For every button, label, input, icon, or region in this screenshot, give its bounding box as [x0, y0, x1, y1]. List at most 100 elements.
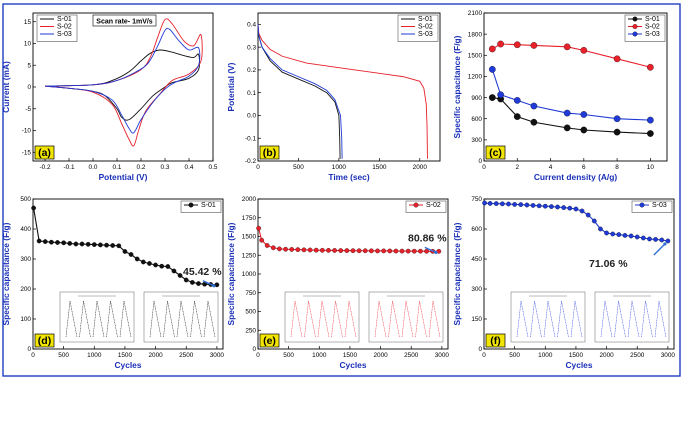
data-point-S-03: [653, 237, 658, 242]
y-tick-label: 0.2: [247, 67, 256, 74]
gcd-inset-e: [368, 291, 444, 343]
x-tick-label: 2500: [404, 352, 419, 359]
data-point-S-03: [512, 202, 517, 207]
y-tick-label: -15: [22, 149, 32, 156]
series-line-S-01: [44, 49, 200, 121]
x-tick-label: 0: [256, 164, 260, 171]
legend-label: S-02: [426, 202, 441, 209]
data-point-S-01: [36, 238, 42, 244]
data-point-S-01: [488, 94, 496, 101]
data-point-S-03: [549, 204, 554, 209]
x-tick-label: 1500: [118, 352, 133, 359]
y-tick-label: -0.2: [245, 158, 256, 165]
data-point-S-01: [140, 259, 146, 265]
data-point-S-01: [177, 273, 183, 278]
legend-label: S-01: [201, 202, 216, 209]
x-tick-label: 2500: [630, 352, 645, 359]
x-tick-label: 3000: [210, 352, 225, 359]
data-point-S-01: [85, 241, 91, 247]
data-point-S-02: [393, 248, 399, 254]
data-point-S-01: [159, 263, 165, 269]
data-point-S-03: [561, 205, 567, 210]
y-tick-label: -10: [22, 128, 32, 135]
y-tick-label: 0.4: [247, 22, 256, 29]
retention-label: 45.42 %: [183, 266, 222, 278]
x-tick-label: 0: [482, 164, 486, 171]
y-tick-label: 500: [20, 196, 31, 203]
data-point-S-02: [411, 248, 417, 254]
data-point-S-02: [350, 248, 356, 254]
data-point-S-03: [493, 201, 499, 206]
x-tick-label: 3000: [661, 352, 676, 359]
gcd-inset-d: [59, 291, 135, 343]
y-tick-label: 2100: [468, 10, 483, 17]
data-point-S-02: [344, 248, 350, 253]
gcd-inset-e: [284, 291, 360, 343]
data-point-S-01: [147, 261, 152, 266]
data-point-S-01: [104, 242, 109, 248]
legend-e: [405, 200, 447, 213]
x-axis-label: Cycles: [339, 360, 366, 370]
data-point-S-02: [513, 41, 521, 49]
panel-label-box-a: [34, 145, 55, 160]
data-point-S-01: [116, 243, 122, 249]
data-point-S-03: [542, 203, 548, 209]
data-point-S-02: [613, 55, 621, 63]
gcd-inset-f: [594, 291, 670, 343]
data-point-S-02: [381, 248, 386, 254]
legend-label: S-02: [645, 24, 660, 31]
data-point-S-02: [497, 40, 504, 48]
retention-arrow-head: [434, 250, 438, 254]
y-tick-label: 750: [471, 196, 482, 203]
data-point-S-03: [610, 231, 616, 237]
x-tick-label: 2: [515, 164, 519, 171]
x-tick-label: 6: [582, 164, 586, 171]
x-tick-label: 0.4: [185, 164, 194, 171]
data-point-S-02: [301, 247, 307, 253]
data-point-S-01: [110, 243, 116, 248]
data-point-S-03: [616, 232, 622, 237]
data-point-S-02: [307, 247, 313, 253]
retention-arrow: [424, 246, 437, 253]
data-point-S-02: [399, 248, 405, 254]
retention-arrow-head: [663, 242, 667, 246]
y-tick-label: 1800: [468, 31, 483, 38]
data-point-S-02: [375, 248, 380, 254]
gcd-inset-d: [143, 291, 219, 343]
data-point-S-03: [506, 201, 511, 207]
data-point-S-02: [387, 248, 393, 254]
retention-label: 80.86 %: [408, 232, 447, 244]
data-point-S-03: [555, 204, 560, 210]
data-point-S-01: [31, 205, 36, 211]
y-tick-label: 600: [471, 116, 482, 123]
data-point-S-01: [647, 130, 654, 137]
y-tick-label: -5: [25, 106, 31, 113]
y-axis-label: Potential (V): [226, 62, 236, 111]
data-point-S-02: [530, 42, 538, 49]
data-point-S-03: [573, 206, 579, 212]
legend-marker-S-03: [632, 31, 638, 37]
x-tick-label: 2000: [373, 352, 388, 359]
x-tick-label: 2500: [179, 352, 194, 359]
x-tick-label: 0.5: [209, 164, 218, 171]
y-tick-label: 2000: [242, 196, 257, 203]
x-axis-label: Cycles: [565, 360, 592, 370]
legend-marker-S-02: [413, 202, 419, 208]
data-point-S-03: [513, 97, 521, 104]
data-point-S-03: [598, 226, 603, 232]
data-point-S-02: [277, 246, 282, 252]
y-axis-label: Specific capacitance (F/g): [226, 222, 236, 325]
data-point-S-02: [313, 247, 319, 253]
x-tick-label: 2000: [148, 352, 163, 359]
data-point-S-01: [196, 281, 201, 286]
x-axis-label: Current density (A/g): [534, 172, 617, 182]
data-point-S-02: [332, 248, 337, 253]
data-point-S-01: [153, 262, 158, 268]
y-tick-label: 1250: [242, 252, 257, 259]
plot-area-d: [32, 198, 224, 350]
data-point-S-02: [647, 63, 654, 71]
x-tick-label: 0: [256, 352, 260, 359]
scan-rate-annotation: Scan rate- 1mV/s: [96, 18, 153, 25]
y-tick-label: -0.1: [245, 135, 256, 142]
